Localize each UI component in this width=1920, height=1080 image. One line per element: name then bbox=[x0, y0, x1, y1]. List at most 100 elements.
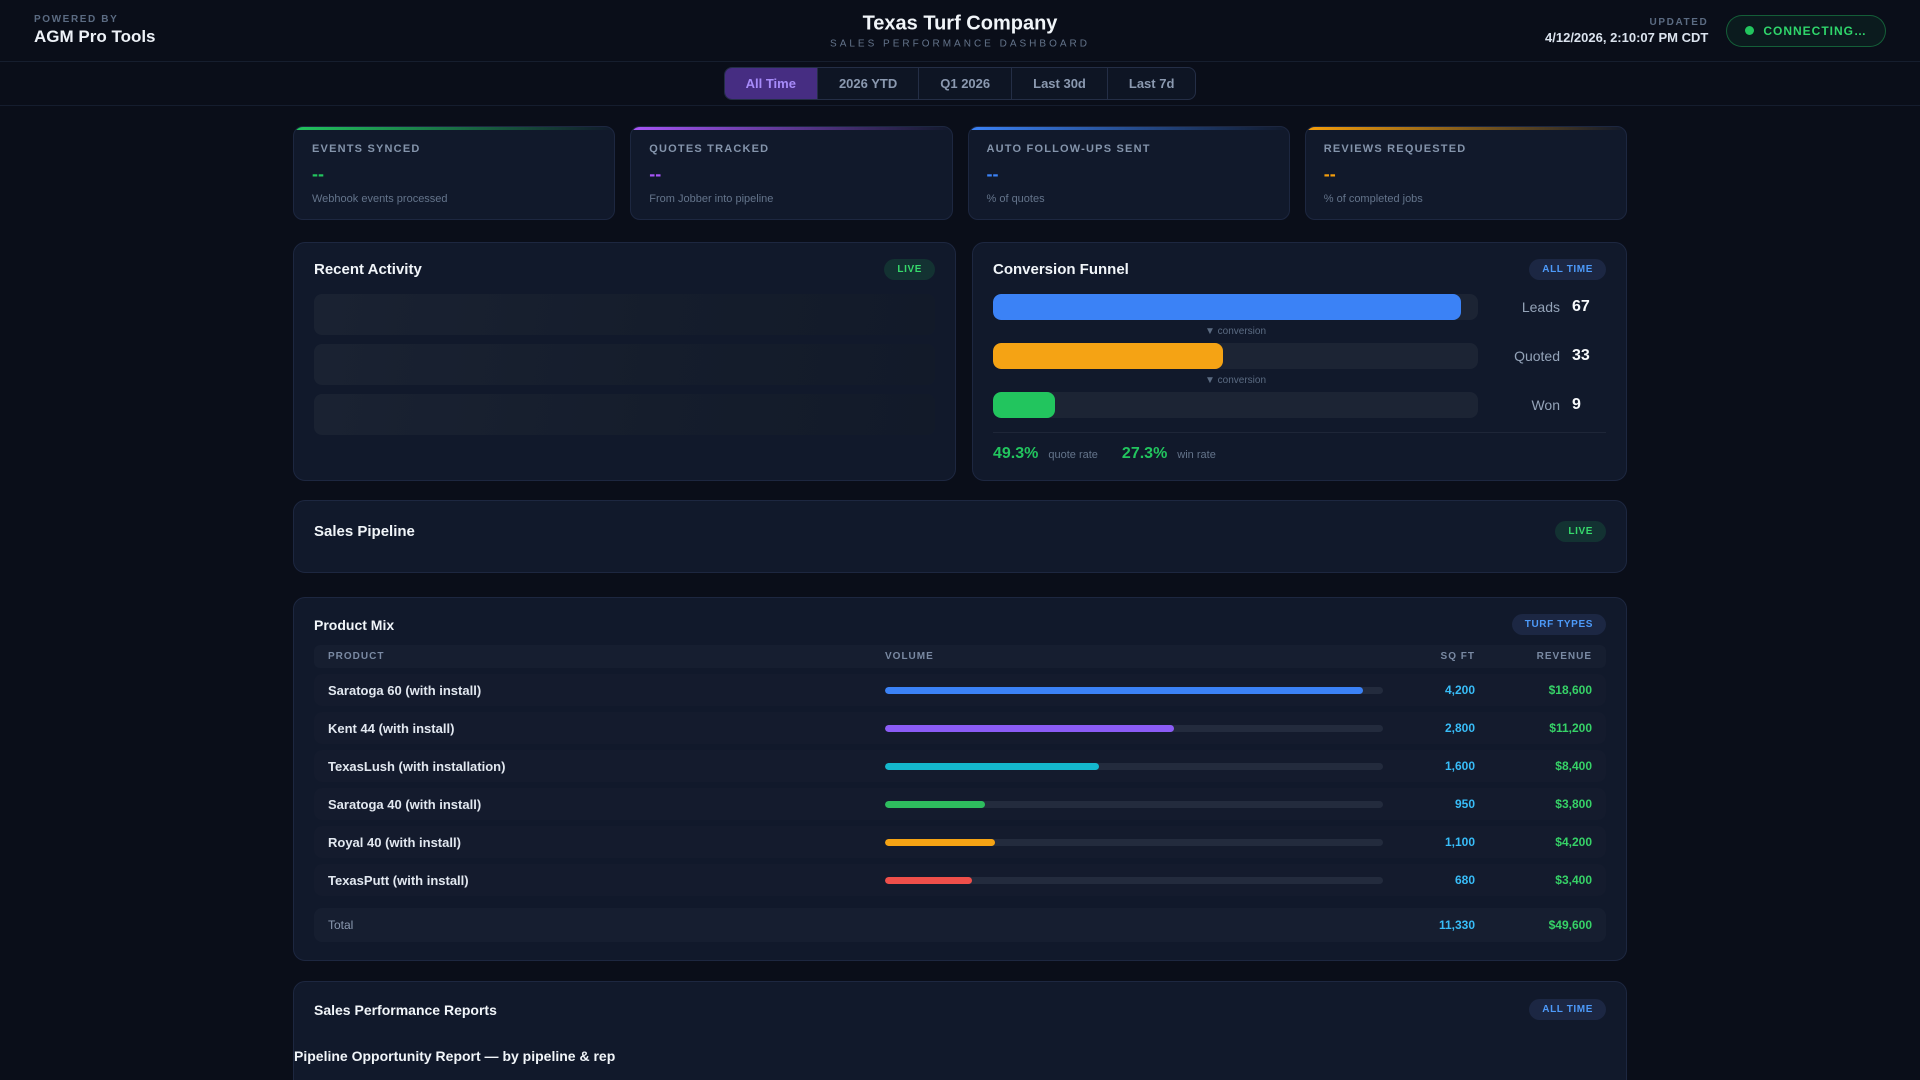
funnel-stage-value: 67 bbox=[1572, 298, 1590, 315]
sales-performance-reports-card: Sales Performance Reports ALL TIME Pipel… bbox=[293, 981, 1627, 1080]
stat-label: REVIEWS REQUESTED bbox=[1323, 143, 1467, 155]
revenue-value: $8,400 bbox=[1555, 759, 1592, 773]
stat-cards-row: EVENTS SYNCED -- Webhook events processe… bbox=[293, 126, 1627, 220]
stat-caption: Webhook events processed bbox=[312, 193, 448, 205]
updated-label: UPDATED bbox=[1649, 16, 1709, 28]
revenue-value: $18,600 bbox=[1548, 683, 1592, 697]
sales-pipeline-header: Sales Pipeline LIVE bbox=[314, 521, 1606, 542]
conversion-funnel-card: Conversion Funnel ALL TIME Leads 67 ▼ co… bbox=[972, 242, 1627, 481]
quote-rate-label: quote rate bbox=[1048, 449, 1098, 461]
activity-funnel-row: Recent Activity LIVE Conversion Funnel A… bbox=[293, 242, 1627, 481]
sales-pipeline-card: Sales Pipeline LIVE bbox=[293, 500, 1627, 573]
stat-card-reviews-requested: REVIEWS REQUESTED -- % of completed jobs bbox=[1304, 126, 1627, 220]
tab-q1-2026[interactable]: Q1 2026 bbox=[919, 68, 1013, 99]
table-row: TexasPutt (with install) 680 $3,400 bbox=[314, 864, 1606, 896]
stat-value: -- bbox=[986, 164, 999, 184]
product-name: TexasPutt (with install) bbox=[328, 872, 469, 888]
powered-by-label: POWERED BY bbox=[34, 14, 119, 25]
funnel-bar-won bbox=[993, 392, 1056, 418]
funnel-stage-label: Leads bbox=[1521, 299, 1560, 315]
live-badge: LIVE bbox=[1555, 521, 1606, 542]
tab-all-time[interactable]: All Time bbox=[724, 68, 818, 99]
col-header-sqft: SQ FT bbox=[1440, 651, 1475, 662]
reports-title: Sales Performance Reports bbox=[314, 1001, 497, 1018]
revenue-value: $11,200 bbox=[1549, 721, 1592, 735]
col-header-product: PRODUCT bbox=[328, 651, 385, 662]
funnel-stage-won: Won 9 bbox=[993, 392, 1606, 418]
conversion-funnel-header: Conversion Funnel ALL TIME bbox=[993, 259, 1606, 280]
time-range-tab-band: All Time 2026 YTD Q1 2026 Last 30d Last … bbox=[0, 62, 1920, 106]
volume-bar-track bbox=[885, 838, 1383, 846]
revenue-value: $4,200 bbox=[1555, 835, 1592, 849]
table-row: Saratoga 60 (with install) 4,200 $18,600 bbox=[314, 674, 1606, 706]
report-section-pipeline-opportunity: Pipeline Opportunity Report — by pipelin… bbox=[294, 1030, 1626, 1080]
stat-label: QUOTES TRACKED bbox=[649, 143, 770, 155]
sqft-value: 4,200 bbox=[1444, 683, 1475, 697]
col-header-volume: VOLUME bbox=[885, 651, 934, 662]
reports-header: Sales Performance Reports ALL TIME bbox=[294, 982, 1626, 1030]
product-name: TexasLush (with installation) bbox=[328, 758, 506, 774]
win-rate-label: win rate bbox=[1177, 449, 1216, 461]
brand-name: AGM Pro Tools bbox=[34, 27, 156, 46]
volume-bar-fill bbox=[885, 876, 973, 884]
brand-block: POWERED BY AGM Pro Tools bbox=[34, 14, 156, 47]
report-heading: Pipeline Opportunity Report — by pipelin… bbox=[294, 1048, 616, 1064]
product-name: Royal 40 (with install) bbox=[328, 834, 461, 850]
all-time-badge: ALL TIME bbox=[1529, 999, 1606, 1020]
revenue-value: $3,400 bbox=[1555, 873, 1592, 887]
stat-accent-bar bbox=[1305, 127, 1626, 130]
volume-bar-fill bbox=[885, 800, 985, 808]
funnel-stage-value: 9 bbox=[1572, 396, 1581, 413]
table-row: Kent 44 (with install) 2,800 $11,200 bbox=[314, 712, 1606, 744]
funnel-bar-quoted bbox=[993, 343, 1224, 369]
table-row: TexasLush (with installation) 1,600 $8,4… bbox=[314, 750, 1606, 782]
updated-timestamp: 4/12/2026, 2:10:07 PM CDT bbox=[1545, 29, 1709, 45]
quote-rate-value: 49.3% bbox=[993, 445, 1039, 462]
updated-block: UPDATED 4/12/2026, 2:10:07 PM CDT bbox=[1545, 17, 1708, 45]
tab-last-30d[interactable]: Last 30d bbox=[1012, 68, 1108, 99]
product-mix-title: Product Mix bbox=[314, 616, 395, 633]
stat-caption: From Jobber into pipeline bbox=[649, 193, 774, 205]
funnel-bar-track bbox=[993, 294, 1478, 320]
stat-accent-bar bbox=[631, 127, 952, 130]
sqft-value: 950 bbox=[1454, 797, 1475, 811]
app-header: POWERED BY AGM Pro Tools Texas Turf Comp… bbox=[0, 0, 1920, 62]
recent-activity-title: Recent Activity bbox=[314, 261, 422, 278]
connection-status-text: CONNECTING… bbox=[1763, 23, 1867, 38]
product-name: Saratoga 60 (with install) bbox=[328, 682, 482, 698]
header-right: UPDATED 4/12/2026, 2:10:07 PM CDT CONNEC… bbox=[1545, 14, 1886, 47]
stat-label: EVENTS SYNCED bbox=[312, 143, 421, 155]
skeleton-row bbox=[314, 394, 935, 435]
funnel-rates: 49.3% quote rate 27.3% win rate bbox=[993, 432, 1606, 463]
stat-caption: % of quotes bbox=[986, 193, 1045, 205]
total-label: Total bbox=[328, 918, 354, 932]
sqft-value: 1,100 bbox=[1444, 835, 1475, 849]
product-mix-column-headers: PRODUCT VOLUME SQ FT REVENUE bbox=[314, 645, 1606, 668]
conversion-label: ▼ conversion bbox=[1204, 375, 1267, 386]
funnel-bar-leads bbox=[993, 294, 1462, 320]
table-row: Saratoga 40 (with install) 950 $3,800 bbox=[314, 788, 1606, 820]
revenue-value: $3,800 bbox=[1555, 797, 1592, 811]
volume-bar-track bbox=[885, 686, 1383, 694]
funnel-stage-label: Quoted bbox=[1514, 348, 1560, 364]
win-rate-value: 27.3% bbox=[1121, 445, 1168, 462]
conversion-label: ▼ conversion bbox=[1204, 326, 1267, 337]
stat-card-quotes-tracked: QUOTES TRACKED -- From Jobber into pipel… bbox=[630, 126, 953, 220]
skeleton-row bbox=[314, 344, 935, 385]
stat-caption: % of completed jobs bbox=[1323, 193, 1423, 205]
sqft-value: 2,800 bbox=[1444, 721, 1475, 735]
stat-value: -- bbox=[312, 164, 324, 184]
stat-card-events-synced: EVENTS SYNCED -- Webhook events processe… bbox=[293, 126, 616, 220]
tab-last-7d[interactable]: Last 7d bbox=[1108, 68, 1196, 99]
volume-bar-track bbox=[885, 762, 1383, 770]
stat-label: AUTO FOLLOW-UPS SENT bbox=[986, 143, 1151, 155]
table-row: Royal 40 (with install) 1,100 $4,200 bbox=[314, 826, 1606, 858]
page-subtitle: SALES PERFORMANCE DASHBOARD bbox=[830, 38, 1090, 49]
volume-bar-fill bbox=[885, 762, 1100, 770]
live-badge: LIVE bbox=[884, 259, 935, 280]
sqft-value: 680 bbox=[1454, 873, 1475, 887]
funnel-stage-label: Won bbox=[1531, 397, 1560, 413]
tab-2026-ytd[interactable]: 2026 YTD bbox=[818, 68, 920, 99]
volume-bar-track bbox=[885, 724, 1383, 732]
recent-activity-card: Recent Activity LIVE bbox=[293, 242, 956, 481]
